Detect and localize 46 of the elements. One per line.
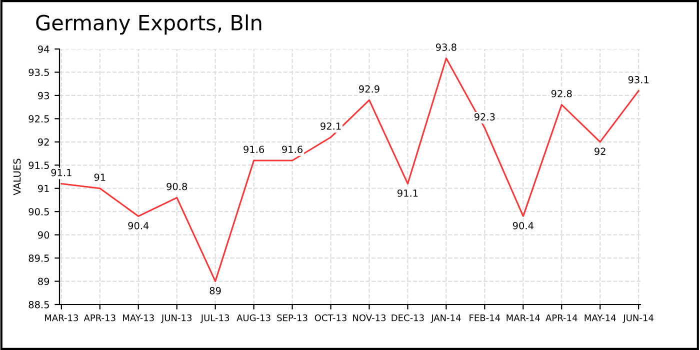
data-label: 89: [210, 287, 221, 294]
data-label: 90.8: [166, 182, 188, 190]
x-tick-label: APR-13: [84, 314, 116, 322]
data-label: 92: [594, 148, 606, 155]
data-label: 93.8: [436, 44, 456, 51]
data-label: 92.9: [359, 85, 380, 93]
data-label: 91.6: [282, 146, 302, 154]
x-tick-label: AUG-13: [236, 314, 270, 322]
data-label: 92.3: [474, 113, 495, 121]
x-tick-label: NOV-13: [353, 314, 386, 322]
x-tick-label: APR-14: [546, 314, 578, 322]
x-tick-label: FEB-14: [470, 314, 500, 322]
x-tick-label: MAR-14: [506, 314, 540, 322]
y-tick-label: 89: [38, 278, 50, 286]
y-tick-label: 90.5: [28, 208, 49, 216]
x-tick-label: DEC-13: [392, 314, 424, 322]
x-tick-label: MAY-13: [123, 314, 154, 322]
x-tick-label: JUL-13: [200, 314, 230, 323]
x-tick-label: JUN-14: [622, 314, 654, 323]
y-tick-label: 89.5: [28, 254, 49, 262]
y-tick-label: 92.5: [28, 115, 49, 123]
y-tick-label: 91: [38, 184, 49, 192]
data-label: 92.1: [320, 122, 341, 130]
x-tick-label: MAR-13: [45, 314, 78, 322]
data-label: 91: [94, 174, 106, 181]
y-tick-label: 93: [38, 92, 49, 100]
data-label: 92.8: [551, 90, 572, 98]
y-tick-label: 91.5: [28, 162, 49, 169]
x-tick-label: SEP-13: [277, 314, 308, 322]
y-tick-label: 90: [38, 231, 50, 239]
data-label: 91.1: [398, 189, 418, 197]
y-tick-label: 94: [38, 45, 50, 53]
y-tick-label: 88.5: [28, 300, 49, 308]
data-label: 91.6: [244, 146, 264, 154]
chart-title: Germany Exports, Bln: [36, 14, 262, 35]
x-tick-label: JUN-13: [161, 314, 192, 323]
data-label: 90.4: [512, 222, 534, 230]
x-tick-label: MAY-14: [584, 314, 616, 322]
data-label: 93.1: [628, 76, 648, 84]
y-tick-label: 93.5: [28, 68, 49, 76]
x-tick-label: JAN-14: [430, 314, 461, 323]
data-label: 91.1: [51, 168, 72, 176]
data-label: 90.4: [128, 222, 149, 230]
y-axis-title: VALUES: [13, 158, 21, 196]
y-tick-label: 92: [38, 138, 49, 146]
x-tick-label: OCT-13: [314, 314, 346, 322]
